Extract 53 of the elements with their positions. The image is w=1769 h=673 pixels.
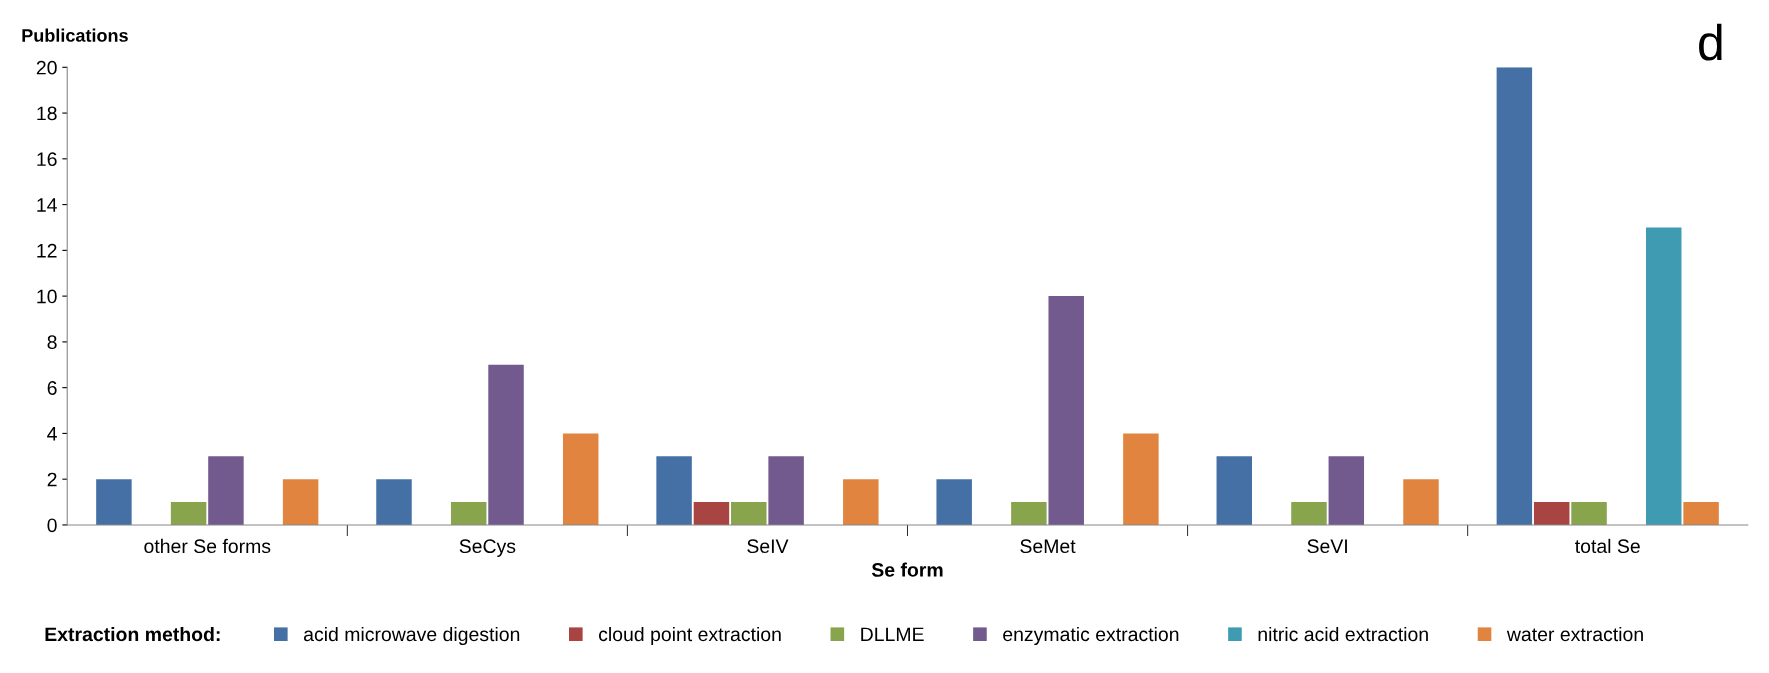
bar (1683, 502, 1719, 525)
legend-label: water extraction (1506, 626, 1643, 642)
bar (843, 479, 879, 525)
y-tick-label: 18 (37, 106, 57, 121)
bar (731, 502, 767, 525)
y-tick-label: 4 (47, 427, 57, 441)
bar (376, 479, 412, 525)
y-tick-label: 6 (47, 381, 57, 395)
bar (768, 456, 804, 525)
text: d (1699, 23, 1722, 61)
bar (1403, 479, 1439, 525)
legend-label: cloud point extraction (598, 626, 781, 646)
bar (936, 479, 972, 525)
y-tick-label: 16 (37, 152, 57, 167)
bar (1123, 433, 1159, 525)
bar (1646, 227, 1682, 525)
bar (1216, 456, 1253, 525)
x-tick-label: SeVI (1307, 539, 1347, 554)
bar (1533, 502, 1570, 525)
x-tick-label: SeCys (459, 539, 516, 557)
x-tick-label: SeIV (747, 539, 789, 554)
bar (450, 502, 487, 525)
bar (693, 502, 730, 525)
bar (208, 456, 244, 525)
legend-label: enzymatic extraction (1003, 626, 1179, 646)
bar (1496, 67, 1533, 525)
y-tick-label: 8 (47, 335, 57, 350)
y-tick-label: 2 (47, 472, 57, 487)
x-tick-label: SeMet (1020, 539, 1076, 554)
bar (1048, 296, 1084, 525)
y-tick-label: 0 (47, 518, 57, 533)
legend-title: Extraction method: (45, 626, 220, 642)
bar (96, 479, 132, 525)
x-tick-label: total Se (1575, 538, 1640, 554)
y-tick-label: 12 (37, 243, 57, 258)
legend-label: acid microwave digestion (304, 626, 520, 646)
bar (1291, 502, 1327, 525)
bar (656, 456, 692, 525)
bar (488, 364, 524, 525)
y-axis-title: Publications (22, 28, 128, 42)
bar (170, 502, 207, 525)
bar (562, 433, 599, 525)
bar (1328, 456, 1365, 525)
y-tick-label: 14 (37, 198, 57, 212)
x-axis-title: Se form (871, 562, 943, 577)
y-tick-label: 20 (36, 60, 57, 75)
y-tick-label: 10 (37, 289, 57, 304)
legend-label: DLLME (861, 627, 924, 642)
bar (1571, 502, 1607, 525)
x-tick-label: other Se forms (144, 538, 271, 554)
legend-label: nitric acid extraction (1258, 626, 1428, 642)
bar (1011, 502, 1047, 525)
bar (282, 479, 319, 525)
